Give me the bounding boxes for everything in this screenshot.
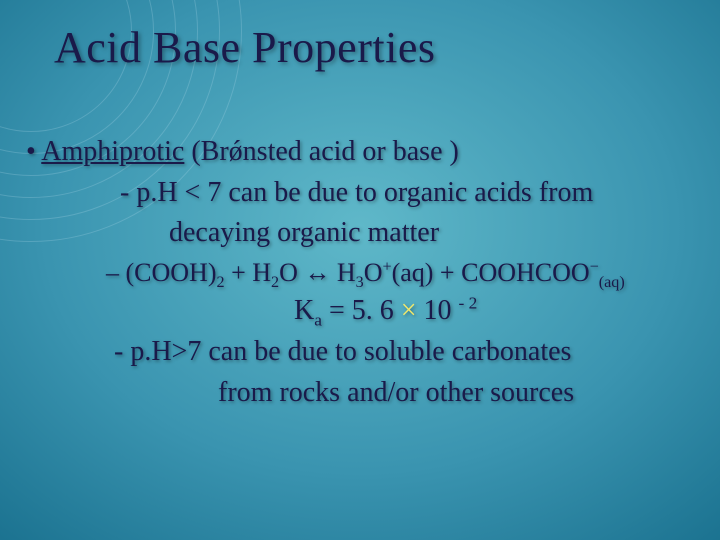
eq-a-sub: 2 [217, 274, 225, 291]
line-decaying: decaying organic matter [169, 213, 704, 254]
amphiprotic-word: Amphiprotic [41, 136, 184, 167]
line-ph-lt7: - p.H < 7 can be due to organic acids fr… [120, 173, 704, 214]
eq-d: O [364, 258, 383, 287]
eq-e: (aq) + COOHCOO [392, 258, 590, 287]
ka-exp: - 2 [459, 294, 478, 313]
line-rocks: from rocks and/or other sources [218, 373, 704, 414]
ka-times: × [401, 295, 417, 326]
eq-dash: – [106, 258, 126, 287]
line-equation: – (COOH)2 + H2O ↔ H3O+(aq) + COOHCOO−(aq… [106, 254, 704, 292]
eq-e-sup: − [590, 258, 599, 275]
eq-f-sub: (aq) [599, 274, 625, 291]
ka-eq: = 5. 6 [322, 295, 401, 326]
slide-title: Acid Base Properties [54, 22, 435, 73]
bullet-marker: • [26, 136, 41, 167]
bullet-rest: (Brǿnsted acid or base ) [184, 136, 458, 167]
eq-d-sup: + [382, 258, 391, 275]
eq-b-sub: 2 [271, 274, 279, 291]
slide-body: • Amphiprotic (Brǿnsted acid or base ) -… [26, 132, 704, 413]
ka-k: K [294, 295, 314, 326]
bullet-amphiprotic: • Amphiprotic (Brǿnsted acid or base ) [26, 132, 704, 173]
line-ka: Ka = 5. 6 × 10 - 2 [294, 291, 704, 332]
ka-ten: 10 [417, 295, 459, 326]
ka-sub: a [314, 311, 322, 330]
eq-c-sub: 3 [356, 274, 364, 291]
eq-c: O ↔ H [279, 258, 356, 287]
eq-b: + H [225, 258, 271, 287]
eq-a: (COOH) [126, 258, 217, 287]
line-ph-gt7: - p.H>7 can be due to soluble carbonates [114, 332, 704, 373]
